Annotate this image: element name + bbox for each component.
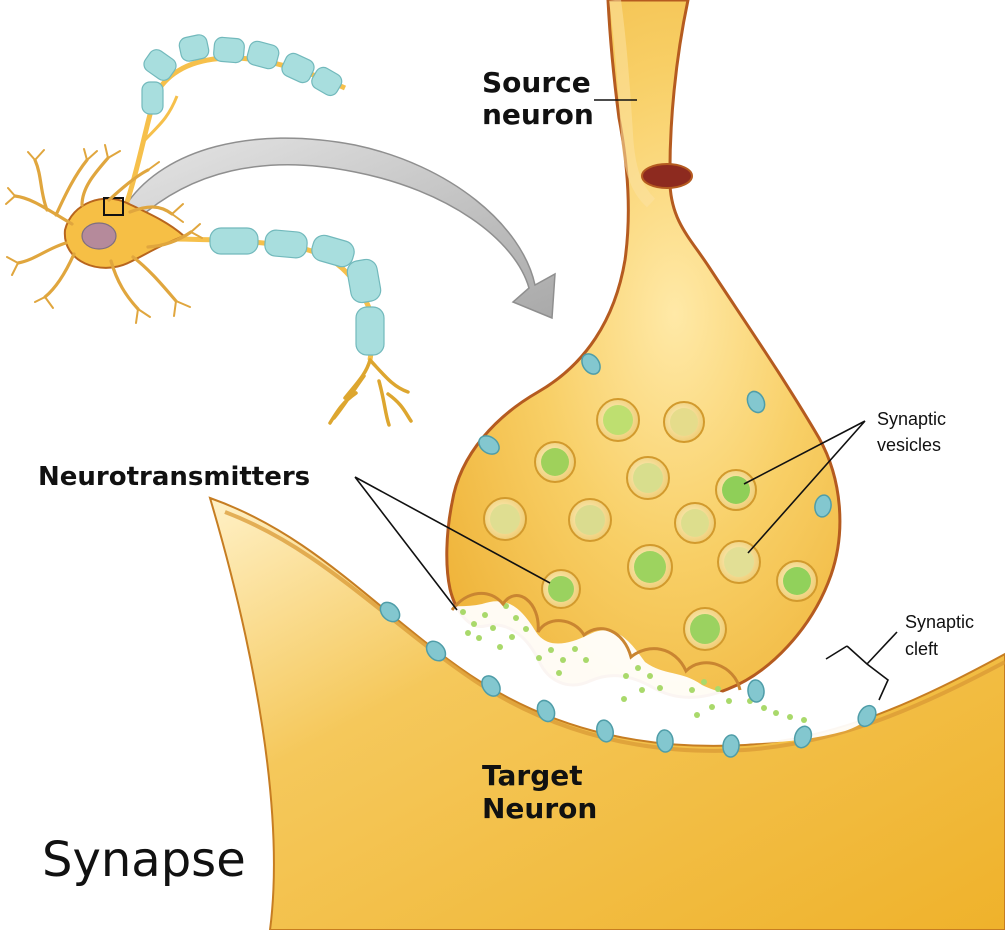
release-membrane <box>450 591 742 691</box>
receptor-channels <box>379 353 877 758</box>
vesicle <box>627 544 673 590</box>
vesicle <box>663 401 705 443</box>
synaptic-vesicles-leader <box>743 420 866 554</box>
neurotransmitters-label: Neurotransmitters <box>38 462 310 492</box>
neurotransmitter-dots <box>460 603 807 723</box>
target-neuron-label-line-1: Target <box>482 759 583 792</box>
vesicle <box>534 441 576 483</box>
vesicle <box>683 607 727 651</box>
synaptic-vesicles-label-line-2: vesicles <box>877 435 941 455</box>
diagram-title: Synapse <box>42 832 246 888</box>
vesicle <box>568 498 612 542</box>
vesicle <box>776 560 818 602</box>
vesicle <box>626 456 670 500</box>
axon-cut-opening <box>641 163 693 189</box>
synaptic-vesicles-label-line-1: Synaptic <box>877 409 946 429</box>
zoom-arrow-icon <box>127 137 556 320</box>
synaptic-cleft-bracket <box>825 631 898 701</box>
synaptic-cleft-label-line-2: cleft <box>905 639 938 659</box>
neurotransmitters-leader <box>354 476 551 611</box>
vesicle <box>596 398 640 442</box>
vesicle <box>674 502 716 544</box>
vesicle <box>541 569 581 609</box>
vesicle <box>483 497 527 541</box>
synaptic-vesicles <box>483 398 818 651</box>
synaptic-cleft <box>395 601 883 744</box>
target-neuron-label-line-2: Neuron <box>482 792 597 825</box>
source-neuron-label-line-2: neuron <box>482 98 594 131</box>
source-neuron-label-line-1: Source <box>482 66 591 99</box>
vesicle <box>715 469 757 511</box>
neuron-overview-icon <box>5 34 413 427</box>
synaptic-cleft-label-line-1: Synaptic <box>905 612 974 632</box>
